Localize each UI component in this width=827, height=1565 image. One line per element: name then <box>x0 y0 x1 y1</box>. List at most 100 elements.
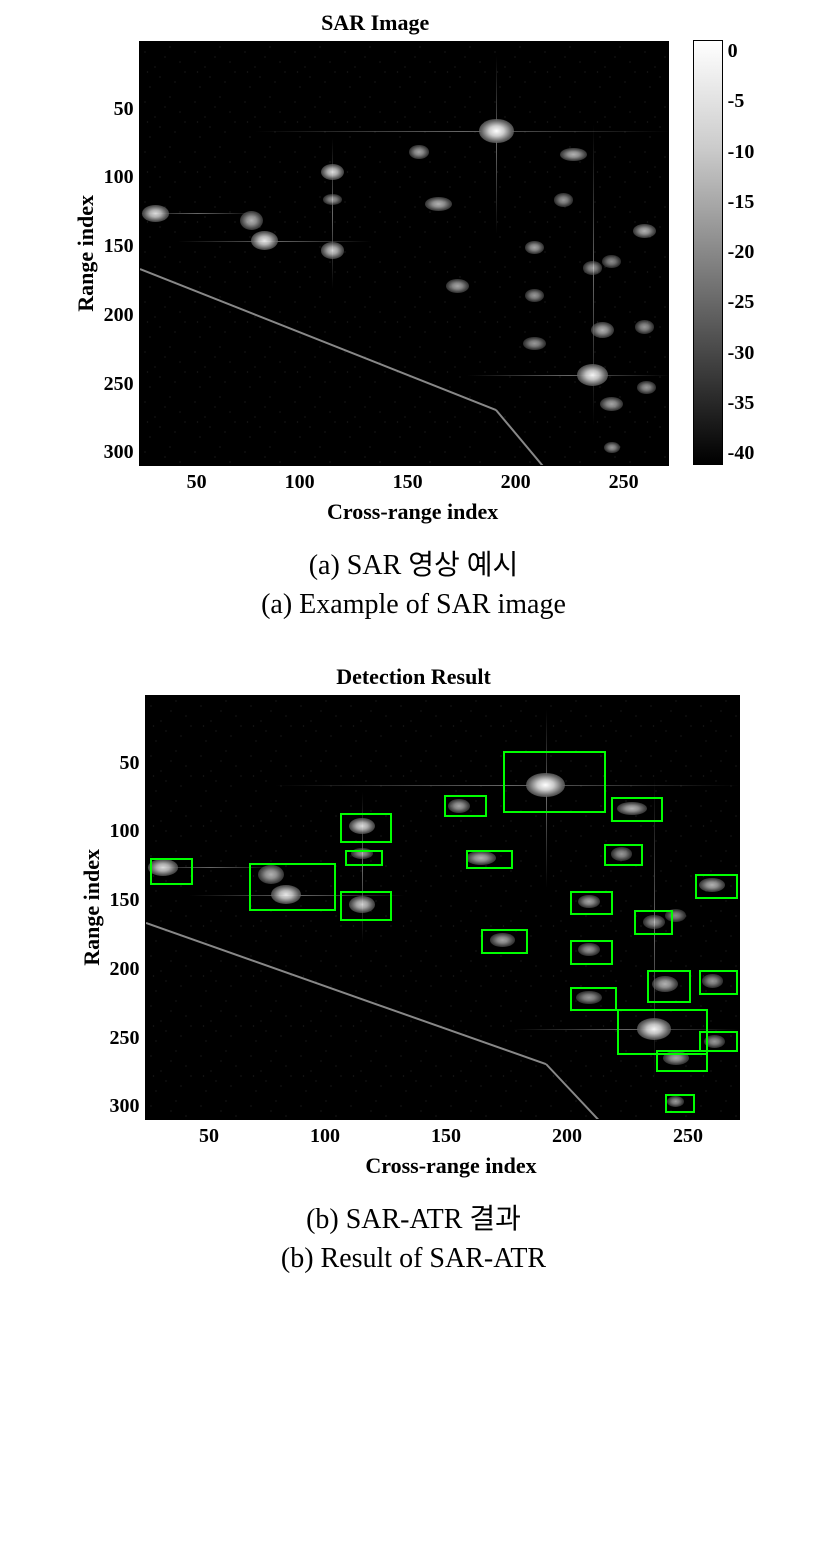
figure-b-caption: (b) SAR-ATR 결과 (b) Result of SAR-ATR <box>281 1194 546 1278</box>
ytick-label: 300 <box>110 1095 140 1118</box>
sar-target <box>446 279 469 293</box>
figure-b-caption-ko: (b) SAR-ATR 결과 <box>281 1194 546 1240</box>
figure-b-plot <box>145 695 740 1120</box>
xtick-label: 200 <box>552 1125 582 1148</box>
figure-a-title: SAR Image <box>73 10 678 36</box>
xtick-label: 250 <box>673 1125 703 1148</box>
figure-a-ylabel: Range index <box>73 195 99 312</box>
ytick-label: 300 <box>104 441 134 464</box>
figure-a-caption: (a) SAR 영상 예시 (a) Example of SAR image <box>261 540 566 624</box>
sar-target <box>577 364 608 386</box>
ytick-label: 250 <box>110 1027 140 1050</box>
figure-a-xlabel: Cross-range index <box>148 499 678 525</box>
figure-a-plot-wrapper: Range index 50 100 150 200 250 300 <box>73 41 678 466</box>
sar-target <box>409 145 428 159</box>
ytick-label: 150 <box>110 889 140 912</box>
detection-box <box>466 850 514 869</box>
sar-target <box>633 224 656 238</box>
sar-target <box>323 194 342 205</box>
colorbar-ticks: 0 -5 -10 -15 -20 -25 -30 -35 -40 <box>723 40 755 465</box>
colorbar <box>693 40 723 465</box>
figure-b-plot-wrapper: Range index 50 100 150 200 250 300 <box>79 695 749 1120</box>
figure-a-plot <box>139 41 669 466</box>
figure-b-yticks: 50 100 150 200 250 300 <box>110 695 145 1120</box>
figure-a-xticks: 50 100 150 200 250 <box>148 471 678 494</box>
figure-a-yticks: 50 100 150 200 250 300 <box>104 41 139 466</box>
detection-box <box>699 1031 738 1053</box>
xtick-label: 50 <box>199 1125 219 1148</box>
xtick-label: 150 <box>393 471 423 494</box>
sar-target <box>240 211 263 230</box>
figure-a-caption-ko: (a) SAR 영상 예시 <box>261 540 566 586</box>
ytick-label: 100 <box>104 166 134 189</box>
sar-target <box>554 193 573 207</box>
ytick-label: 150 <box>104 235 134 258</box>
xtick-label: 150 <box>431 1125 461 1148</box>
detection-box <box>340 813 392 843</box>
sar-streak-v <box>496 56 497 234</box>
sar-target <box>321 242 344 258</box>
detection-box <box>345 850 384 866</box>
sar-target <box>604 442 619 453</box>
detection-box <box>570 987 618 1012</box>
figure-a-chart-area: SAR Image Range index 50100150200250300 … <box>73 10 678 525</box>
figure-a-caption-en: (a) Example of SAR image <box>261 586 566 624</box>
sar-target <box>591 322 614 338</box>
figure-b: Detection Result Range index 50 100 150 200… <box>20 664 807 1278</box>
detection-box <box>150 858 193 885</box>
ytick-label: 250 <box>104 373 134 396</box>
figure-b-chart-area: Detection Result Range index 50 100 150 200… <box>79 664 749 1179</box>
ytick-label: 100 <box>110 820 140 843</box>
sar-streak-h <box>467 375 668 376</box>
detection-box <box>444 795 487 817</box>
detection-box <box>481 929 529 954</box>
colorbar-tick-label: -40 <box>728 442 755 465</box>
detection-box <box>570 891 613 916</box>
colorbar-tick-label: -20 <box>728 241 755 264</box>
detection-box <box>617 1009 708 1056</box>
sar-target <box>479 119 514 144</box>
sar-target <box>600 397 623 411</box>
figure-a-chart-with-colorbar: SAR Image Range index 50100150200250300 … <box>73 10 755 525</box>
detection-box <box>611 797 663 822</box>
detection-box <box>699 970 738 995</box>
ytick-label: 200 <box>104 304 134 327</box>
figure-b-caption-en: (b) Result of SAR-ATR <box>281 1240 546 1278</box>
colorbar-tick-label: -25 <box>728 291 755 314</box>
detection-box <box>503 751 607 813</box>
xtick-label: 200 <box>501 471 531 494</box>
detection-box <box>249 863 336 911</box>
detection-box <box>695 874 738 899</box>
detection-box <box>570 940 613 965</box>
ytick-label: 50 <box>110 752 140 775</box>
colorbar-tick-label: 0 <box>728 40 755 63</box>
colorbar-tick-label: -35 <box>728 392 755 415</box>
detection-box <box>647 970 690 1003</box>
sar-noise-bg <box>140 42 668 465</box>
xtick-label: 250 <box>609 471 639 494</box>
ytick-label: 50 <box>104 98 134 121</box>
detection-box <box>656 1050 708 1072</box>
ytick-label: 200 <box>110 958 140 981</box>
sar-target <box>560 148 587 162</box>
xtick-label: 100 <box>285 471 315 494</box>
figure-b-title: Detection Result <box>79 664 749 690</box>
colorbar-tick-label: -30 <box>728 342 755 365</box>
colorbar-tick-label: -15 <box>728 191 755 214</box>
sar-target <box>142 205 169 221</box>
colorbar-tick-label: -5 <box>728 90 755 113</box>
sar-streak-v <box>332 138 333 289</box>
figure-b-ylabel: Range index <box>79 849 105 966</box>
xtick-label: 50 <box>187 471 207 494</box>
detection-box <box>604 844 643 866</box>
detection-box <box>340 891 392 921</box>
sar-streak-h <box>255 131 668 132</box>
figure-a: SAR Image Range index 50100150200250300 … <box>20 10 807 624</box>
figure-b-xlabel: Cross-range index <box>154 1153 749 1179</box>
detection-box <box>634 910 673 935</box>
detection-box <box>665 1094 695 1113</box>
colorbar-tick-label: -10 <box>728 141 755 164</box>
colorbar-container: 0 -5 -10 -15 -20 -25 -30 -35 -40 <box>693 40 755 465</box>
sar-target <box>635 320 654 334</box>
figure-b-xticks: 50100150200250 <box>154 1125 749 1148</box>
